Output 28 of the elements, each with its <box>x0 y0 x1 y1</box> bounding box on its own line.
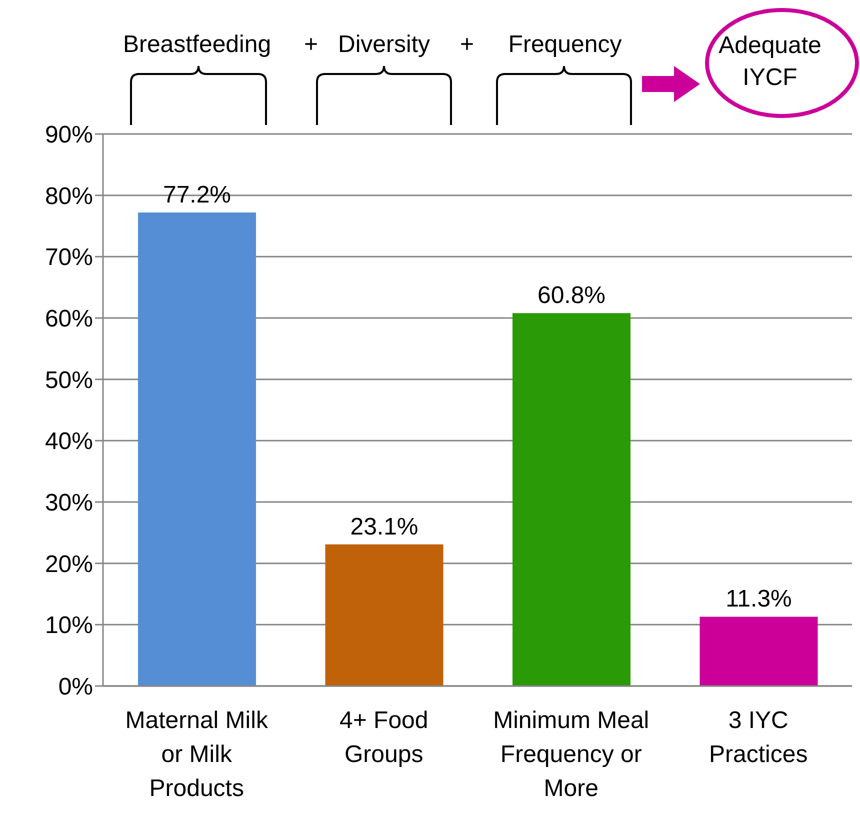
data-label: 60.8% <box>537 282 606 310</box>
text: Adequate IYCF <box>718 31 822 93</box>
text: Breastfeeding <box>122 30 272 60</box>
text: Frequency <box>508 31 622 58</box>
y-tick-label: 0% <box>58 674 93 701</box>
data-label: 11.3% <box>726 586 792 613</box>
y-tick-label: 80% <box>44 182 93 210</box>
data-label: 23.1% <box>350 513 418 540</box>
text: Diversity <box>338 31 430 58</box>
bar <box>512 313 630 686</box>
y-tick-label: 30% <box>44 490 93 517</box>
y-tick-label: 40% <box>44 428 93 456</box>
x-tick-label: Maternal Milk or Milk Products <box>125 707 269 802</box>
y-tick-label: 10% <box>44 612 93 640</box>
text: + <box>460 31 474 58</box>
data-label: 77.2% <box>162 182 232 209</box>
x-tick-label: 4+ Food Groups <box>340 707 428 768</box>
y-tick-label: 90% <box>44 122 93 149</box>
y-tick-label: 70% <box>44 244 93 272</box>
x-tick-label: 3 IYC Practices <box>709 707 808 768</box>
bar <box>138 212 256 686</box>
x-tick-label: Minimum Meal Frequency or More <box>493 707 650 802</box>
y-tick-label: 60% <box>44 306 93 333</box>
bar <box>325 544 444 686</box>
text: + <box>304 31 318 58</box>
y-tick-label: 20% <box>44 550 93 578</box>
y-tick-label: 50% <box>44 366 93 394</box>
bar <box>700 616 818 686</box>
